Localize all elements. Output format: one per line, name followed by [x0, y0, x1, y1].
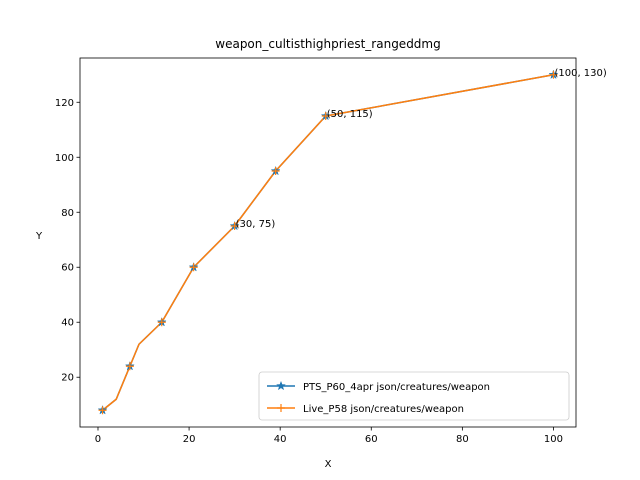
x-tick-label: 80: [456, 434, 469, 445]
legend-marker-star: [275, 380, 287, 391]
x-tick-label: 0: [95, 434, 101, 445]
data-annotation: (30, 75): [236, 219, 276, 230]
legend-box: [258, 371, 570, 421]
x-tick-label: 60: [365, 434, 378, 445]
x-axis-label: X: [325, 459, 332, 470]
y-tick-label: 60: [61, 263, 74, 274]
series-1-marker: [125, 362, 134, 371]
y-tick-label: 40: [61, 318, 74, 329]
series-1-marker: [271, 167, 280, 176]
series-line-1: [102, 74, 554, 411]
y-tick-label: 80: [61, 208, 74, 219]
axes-frame: [79, 57, 577, 428]
series-1-marker: [189, 263, 198, 272]
y-axis-label: Y: [35, 231, 43, 242]
data-annotation: (50, 115): [327, 109, 373, 120]
x-tick-label: 100: [544, 434, 563, 445]
y-tick-label: 20: [61, 373, 74, 384]
legend-marker-plus: [277, 404, 285, 412]
y-tick-label: 100: [55, 153, 74, 164]
legend-label-1: Live_P58 json/creatures/weapon: [303, 404, 464, 415]
legend: PTS_P60_4apr json/creatures/weapon Live_P…: [258, 371, 570, 421]
legend-label-0: PTS_P60_4apr json/creatures/weapon: [303, 382, 490, 393]
series-1-marker: [321, 112, 330, 121]
series-1-marker: [157, 318, 166, 327]
x-tick-label: 40: [274, 434, 287, 445]
plot-area: (30, 75) (50, 115) (100, 130) 0 20 40 60 80 100 2…: [55, 57, 607, 445]
data-annotation: (100, 130): [554, 68, 606, 79]
series-1-marker: [549, 70, 558, 79]
series-1-marker: [230, 222, 239, 231]
chart-title: weapon_cultisthighpriest_rangeddmg: [215, 37, 440, 51]
y-tick-label: 120: [55, 98, 74, 109]
x-tick-label: 20: [183, 434, 196, 445]
series-1-marker: [98, 406, 107, 415]
